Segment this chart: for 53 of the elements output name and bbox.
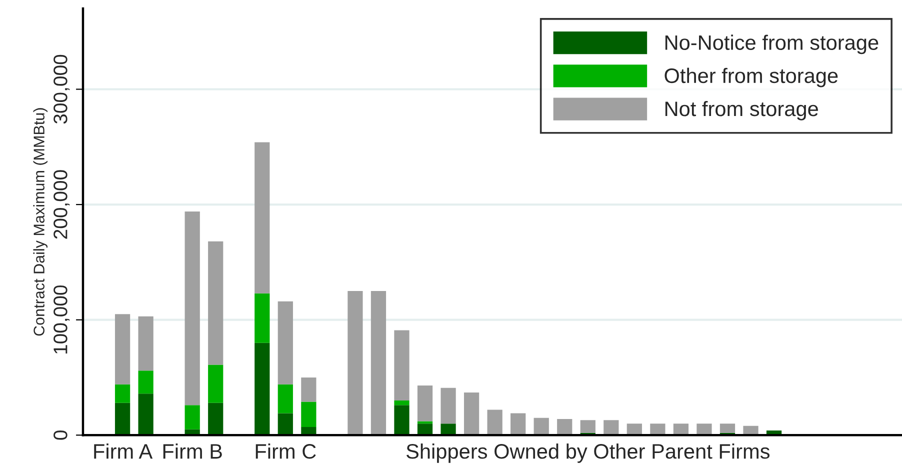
bar bbox=[487, 410, 502, 436]
bar bbox=[510, 413, 526, 436]
x-tick-label: Firm B bbox=[163, 443, 222, 459]
bar bbox=[138, 394, 154, 436]
bar bbox=[440, 388, 456, 424]
bar bbox=[278, 301, 293, 384]
bar bbox=[301, 377, 316, 402]
bar bbox=[417, 424, 433, 436]
bar bbox=[464, 392, 480, 436]
bar bbox=[254, 142, 270, 294]
bar bbox=[650, 424, 666, 436]
bar bbox=[208, 241, 224, 365]
y-tick-label: 0 bbox=[54, 430, 68, 440]
y-tick-label: 300,000 bbox=[54, 54, 70, 124]
bar bbox=[114, 402, 130, 436]
bar bbox=[138, 316, 154, 371]
bar bbox=[743, 426, 758, 434]
bar bbox=[534, 418, 549, 436]
bar bbox=[301, 402, 316, 428]
bar bbox=[138, 370, 154, 394]
bar bbox=[208, 402, 224, 436]
bar bbox=[626, 424, 642, 436]
bar bbox=[114, 314, 130, 384]
bar bbox=[604, 420, 619, 436]
bar bbox=[394, 400, 410, 406]
bar bbox=[348, 291, 363, 436]
bar bbox=[114, 384, 130, 403]
x-tick-label: Shippers Owned by Other Parent Firms bbox=[406, 443, 770, 463]
bar bbox=[184, 211, 200, 406]
bar bbox=[370, 291, 386, 436]
bar bbox=[557, 418, 572, 436]
bar bbox=[673, 424, 689, 436]
y-tick-label: 200,000 bbox=[54, 170, 70, 239]
bar bbox=[580, 420, 596, 433]
bar bbox=[254, 293, 270, 343]
legend-label: Not from storage bbox=[665, 100, 818, 120]
bar bbox=[278, 413, 293, 436]
y-tick-label: 100,000 bbox=[54, 285, 70, 354]
bar bbox=[278, 384, 293, 414]
bar bbox=[394, 330, 410, 401]
legend-label: Other from storage bbox=[664, 68, 838, 88]
bar bbox=[696, 424, 712, 436]
bar bbox=[394, 405, 410, 436]
y-axis-title: Contract Daily Maximum (MMBtu) bbox=[33, 108, 48, 336]
bar bbox=[417, 386, 433, 422]
bar bbox=[208, 364, 224, 403]
bar bbox=[184, 405, 200, 430]
bar bbox=[440, 424, 456, 436]
x-tick-label: Firm C bbox=[256, 443, 316, 459]
legend-label: No-Notice from storage bbox=[665, 34, 878, 54]
x-tick-label: Firm A bbox=[94, 443, 153, 459]
bar bbox=[720, 424, 736, 433]
bar bbox=[254, 342, 270, 436]
